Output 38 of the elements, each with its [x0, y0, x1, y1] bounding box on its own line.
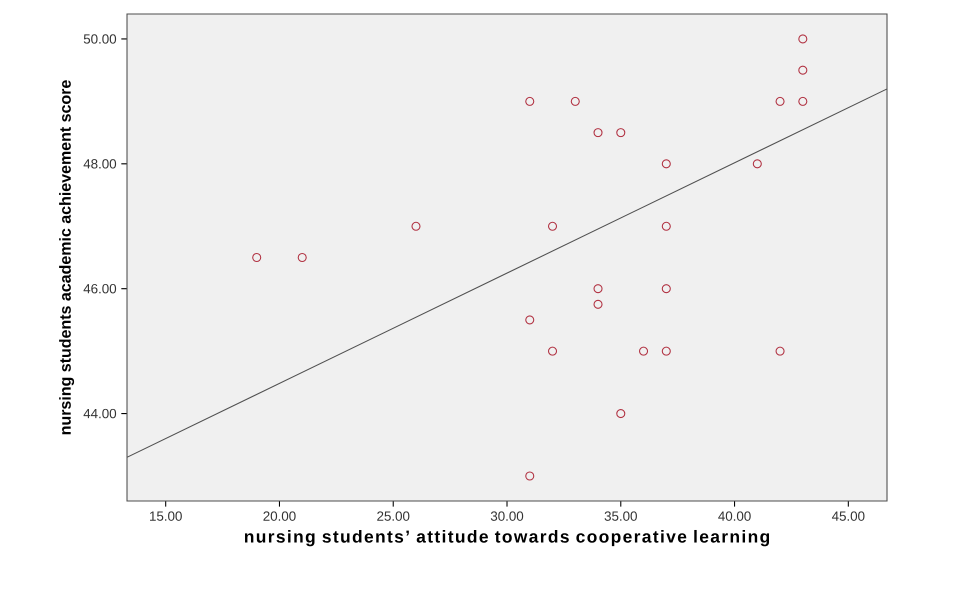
y-tick-label: 50.00 — [84, 34, 116, 44]
y-tick-label: 46.00 — [84, 284, 116, 294]
point — [662, 284, 671, 294]
x-tick-label: 15.00 — [150, 511, 182, 521]
y-tick-label: 48.00 — [84, 159, 116, 169]
y-axis-title: nursing students academic achievement score — [59, 80, 74, 434]
point — [776, 346, 785, 356]
point — [798, 96, 808, 106]
point — [798, 66, 808, 75]
point — [525, 315, 534, 324]
point — [548, 346, 558, 356]
point — [593, 300, 603, 309]
point — [662, 159, 671, 168]
x-tick-label: 25.00 — [377, 511, 410, 521]
x-tick-label: 35.00 — [604, 511, 637, 521]
point — [638, 346, 648, 356]
x-tick-label: 20.00 — [263, 511, 296, 521]
point — [525, 96, 534, 106]
point — [298, 252, 307, 262]
point — [252, 252, 262, 262]
point — [593, 284, 603, 294]
point — [570, 96, 580, 106]
point — [616, 409, 626, 418]
point — [411, 222, 421, 231]
x-tick-label: 40.00 — [718, 511, 751, 521]
point — [776, 96, 785, 106]
point — [593, 128, 603, 138]
point — [662, 346, 671, 356]
x-tick-label: 45.00 — [832, 511, 864, 521]
y-tick-label: 44.00 — [84, 408, 116, 418]
point — [548, 222, 558, 231]
x-axis-title: nursing students’ attitude towards cooperative learning — [244, 530, 770, 546]
point — [798, 34, 808, 44]
x-tick-label: 30.00 — [490, 511, 524, 521]
point — [752, 159, 762, 168]
point — [662, 222, 671, 231]
point — [616, 128, 626, 138]
point — [525, 471, 534, 481]
